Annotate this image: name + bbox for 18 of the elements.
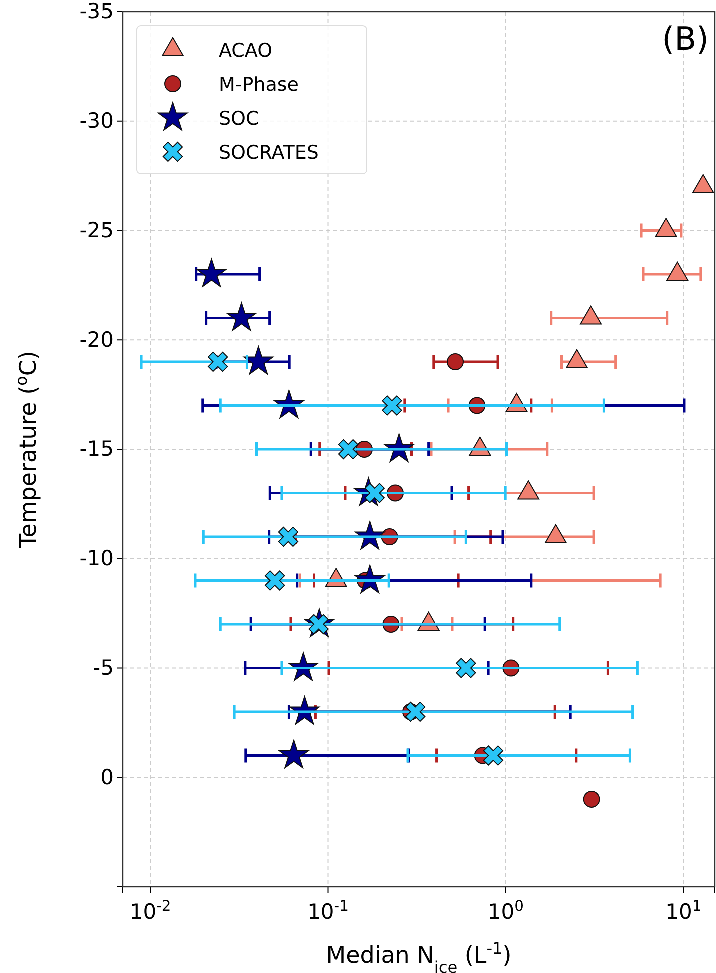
x-tick-label: 10$^{-1}$	[308, 898, 349, 924]
x-tick-label: 10$^{-2}$	[130, 898, 172, 924]
x-tick-label: 10$^{0}$	[488, 898, 524, 924]
y-tick-label: -20	[80, 328, 114, 352]
y-tick-label: -10	[80, 546, 114, 571]
x-axis-title: Median N$_{ice}$ (L$^{-1}$)	[326, 938, 512, 973]
legend-label: M-Phase	[219, 74, 299, 96]
legend-label: ACAO	[219, 40, 273, 62]
y-tick-label: 0	[100, 765, 114, 790]
x-tick-label: 10$^{1}$	[666, 898, 702, 924]
legend-label: SOCRATES	[219, 142, 319, 164]
y-tick-label: -30	[80, 109, 114, 134]
chart-title: (B)	[662, 20, 709, 58]
y-tick-label: -25	[80, 218, 114, 242]
y-tick-label: -35	[80, 0, 114, 24]
y-tick-label: -15	[80, 437, 114, 462]
y-tick-label: -5	[93, 656, 114, 680]
legend-label: SOC	[219, 108, 260, 130]
